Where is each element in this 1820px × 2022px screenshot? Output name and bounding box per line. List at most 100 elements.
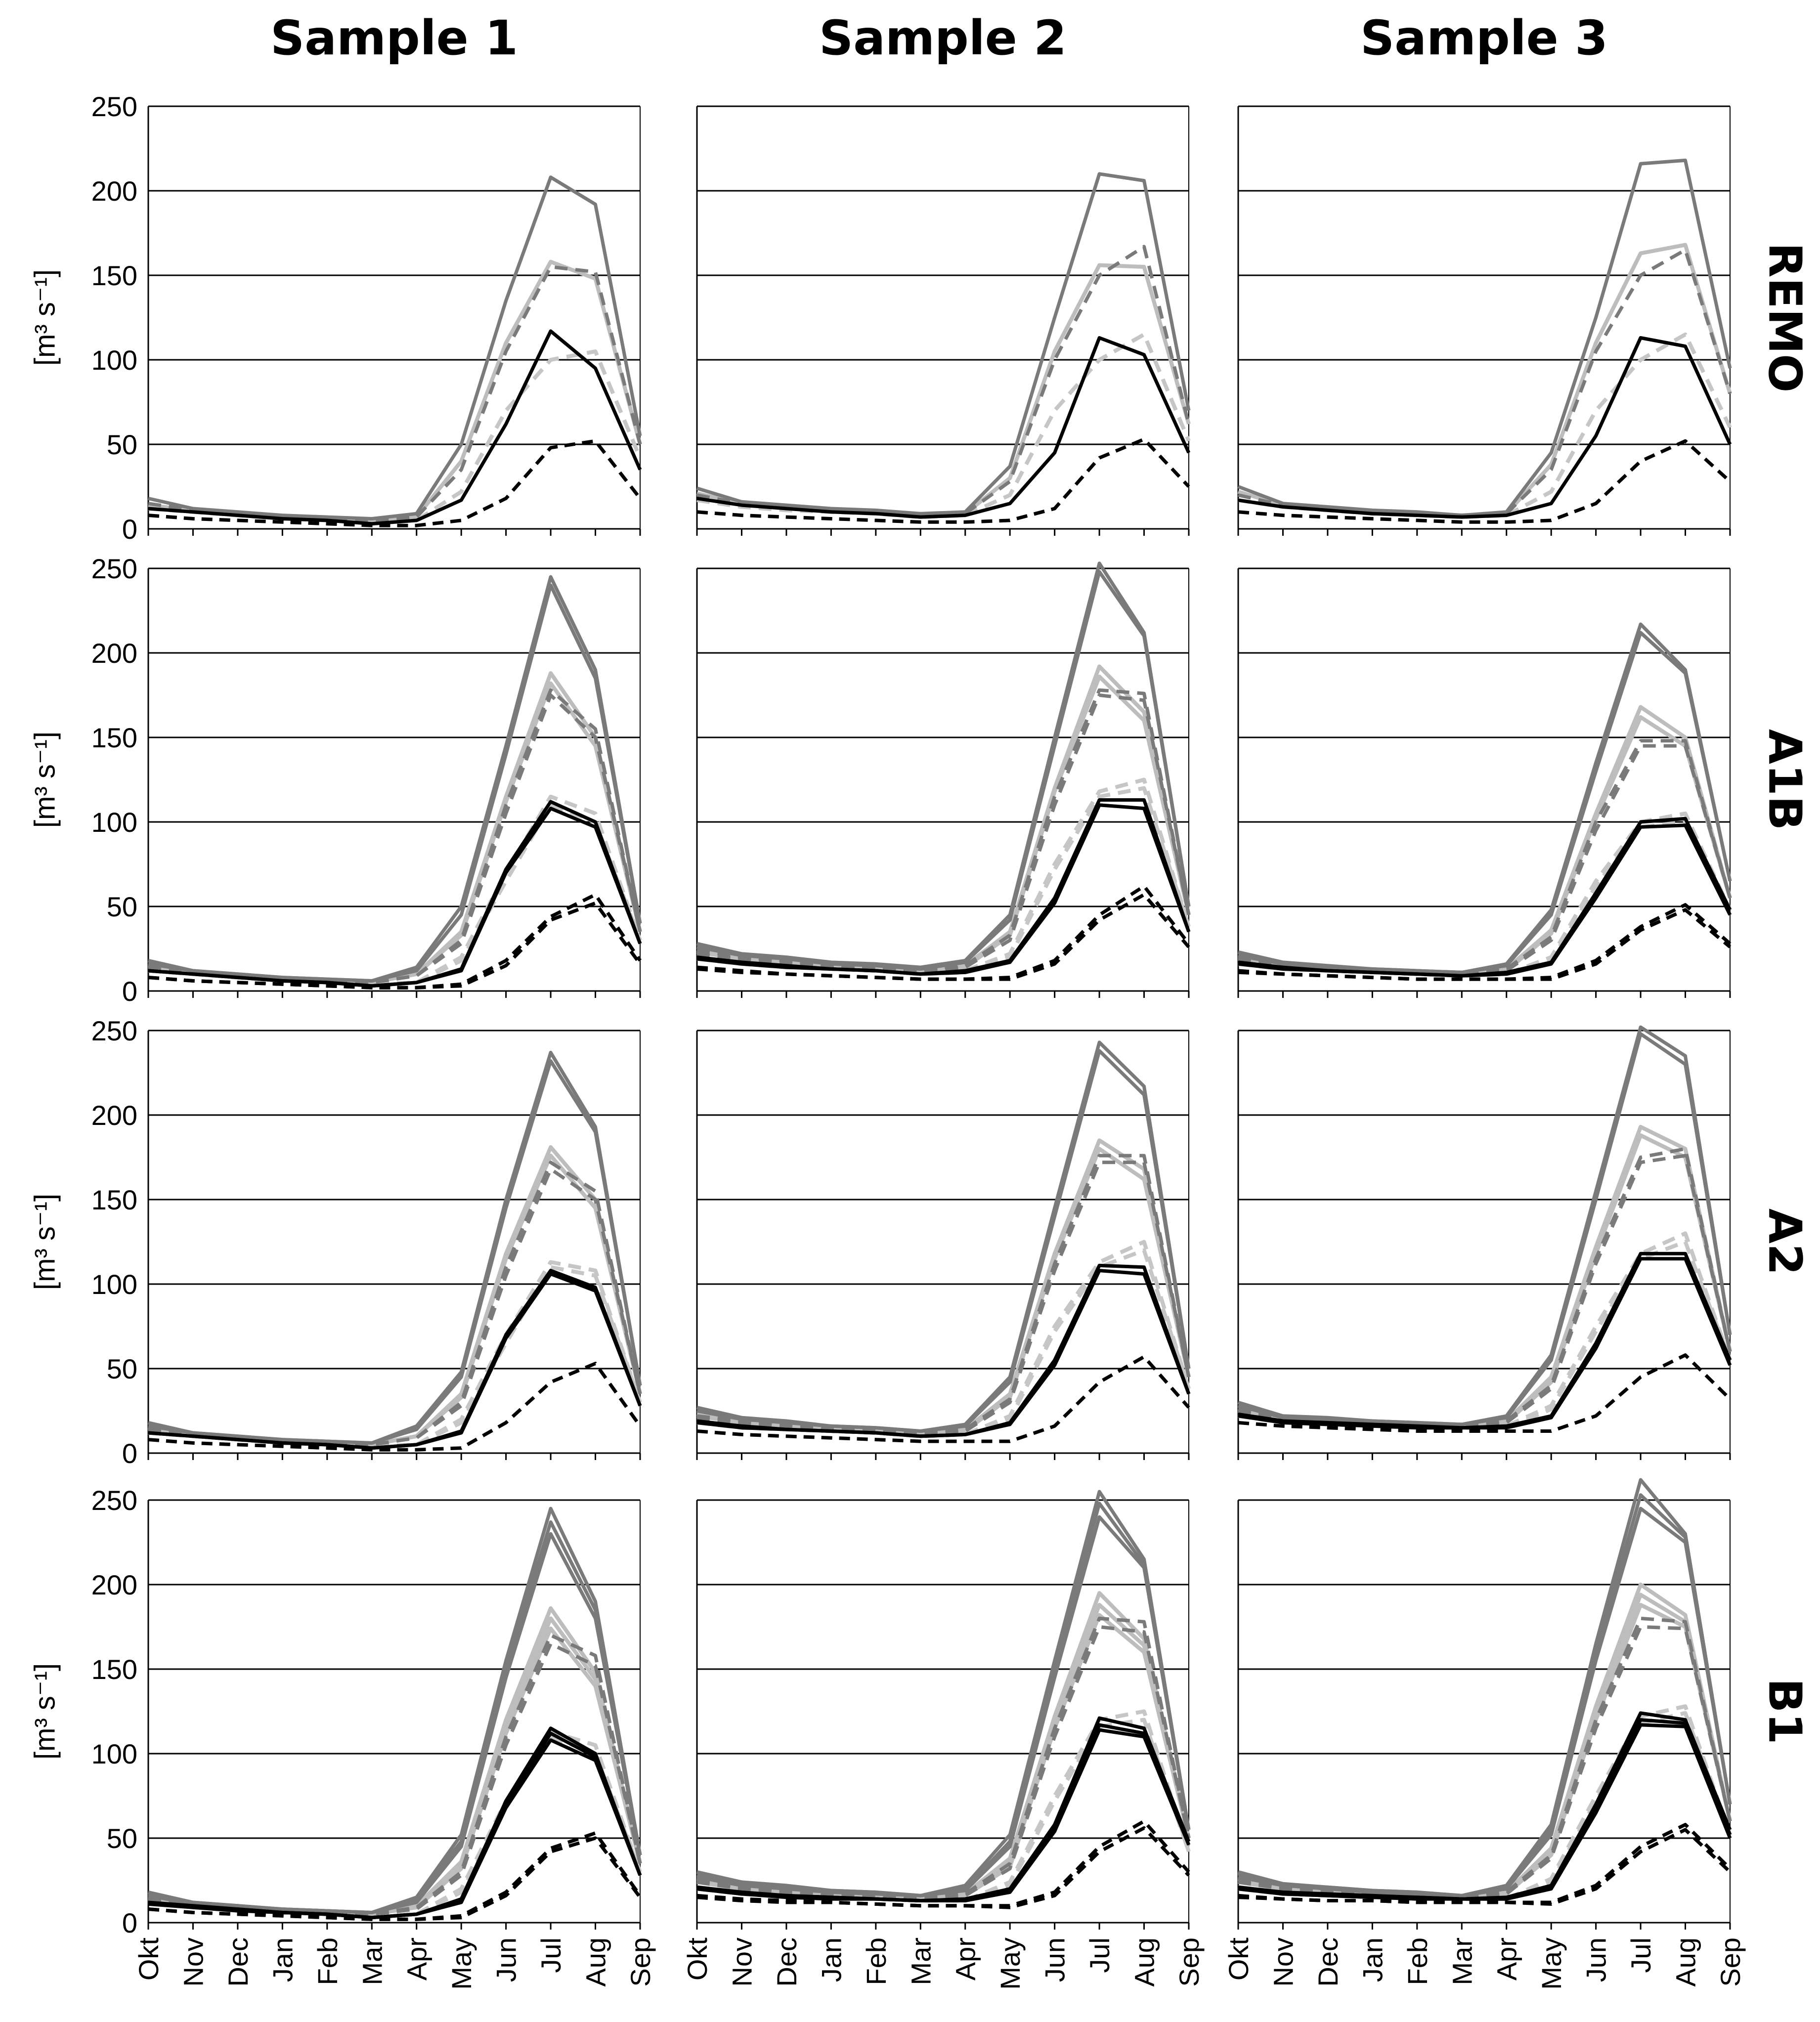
series-line-mid [696, 263, 1191, 517]
series-line-mid [696, 1603, 1191, 1899]
x-tick-label: Aug [1129, 1937, 1160, 1987]
y-tick-label: 250 [91, 553, 137, 584]
series-line-upper-dashed [148, 1167, 642, 1447]
series-line-median [1238, 1723, 1732, 1901]
series-line-median [148, 1272, 642, 1450]
series-line-median [1238, 1257, 1732, 1430]
x-tick-label: Jan [267, 1937, 298, 1982]
y-axis-label: [m³ s⁻¹] [29, 1194, 61, 1290]
y-tick-label: 100 [91, 344, 137, 376]
series-line-mid [1238, 1583, 1732, 1899]
series-line-median [1238, 336, 1732, 519]
x-tick-label: Jun [1040, 1937, 1071, 1982]
panel-a2-sample-1: 0 50 100 150 200 250 [m³ s⁻¹] [29, 1015, 642, 1469]
series-line-upper [1238, 1032, 1732, 1426]
panel-remo-sample-3 [1237, 105, 1732, 536]
series-line-upper-dashed [148, 265, 642, 522]
series-line-median [148, 1738, 642, 1920]
series-line-mid [1238, 715, 1732, 976]
x-tick-label: Feb [312, 1937, 343, 1985]
x-tick-label: Aug [1670, 1937, 1701, 1987]
series-line-mid-dashed [696, 1709, 1191, 1903]
series-line-mid [1238, 705, 1732, 976]
y-tick-label: 150 [91, 1654, 137, 1685]
panel-a1b-sample-3 [1237, 567, 1732, 998]
y-tick-label: 200 [91, 638, 137, 669]
y-tick-label: 250 [91, 91, 137, 122]
series-line-mid [148, 1145, 642, 1447]
y-tick-label: 0 [122, 1438, 137, 1469]
column-title-1: Sample 1 [270, 10, 518, 66]
series-line-upper-dashed [1238, 739, 1732, 976]
y-axis-label: [m³ s⁻¹] [29, 269, 61, 366]
series-line-upper [696, 1049, 1191, 1433]
y-tick-label: 100 [91, 1738, 137, 1769]
series-line-upper [696, 1502, 1191, 1897]
series-line-upper [148, 1520, 642, 1914]
series-line-lower-dashed [696, 1355, 1190, 1443]
series-line-upper [696, 1040, 1191, 1433]
series-line-upper-dashed [1238, 1616, 1732, 1899]
x-tick-label: Aug [580, 1937, 611, 1987]
y-tick-label: 200 [91, 175, 137, 207]
y-axis-label: [m³ s⁻¹] [29, 1663, 61, 1760]
series-line-mid [1238, 1124, 1732, 1428]
series-line-median [148, 807, 642, 988]
x-tick-label: Jan [816, 1937, 847, 1982]
series-line-lower-dashed [696, 1819, 1190, 1908]
series-line-median [696, 798, 1191, 976]
row-title-a1b: A1B [1759, 729, 1812, 830]
series-line-mid-dashed [148, 1265, 642, 1449]
x-tick-label: Dec [771, 1937, 802, 1987]
series-line-upper [148, 1506, 642, 1914]
x-tick-label: Dec [222, 1937, 254, 1987]
series-line-mid-dashed [696, 1718, 1191, 1903]
series-line-upper-dashed [148, 1642, 642, 1916]
series-line-upper [1238, 1506, 1732, 1897]
series-line-upper-dashed [148, 1634, 642, 1916]
panel-remo-sample-1: 0 50 100 150 200 250 [m³ s⁻¹] [29, 91, 642, 545]
x-tick-label: Jul [1084, 1937, 1115, 1973]
y-tick-label: 150 [91, 260, 137, 291]
series-line-mid [696, 664, 1191, 973]
series-line-median [1238, 1251, 1732, 1430]
series-line-lower-dashed [1238, 1353, 1732, 1433]
series-line-lower-dashed [148, 893, 642, 989]
series-line-mid-dashed [1238, 332, 1732, 519]
series-line-mid [1238, 1603, 1732, 1899]
series-line-upper [696, 172, 1191, 516]
y-tick-label: 50 [107, 1353, 137, 1384]
y-tick-label: 0 [122, 1907, 137, 1938]
series-line-median [696, 803, 1191, 976]
series-line-upper [148, 575, 642, 983]
x-tick-label: Okt [133, 1937, 164, 1981]
panel-a2-sample-2 [696, 1030, 1191, 1460]
series-line-mid [1238, 1592, 1732, 1899]
column-title-3: Sample 3 [1360, 10, 1608, 66]
y-tick-label: 50 [107, 891, 137, 922]
series-line-upper [1238, 1478, 1732, 1897]
x-tick-label: Okt [1223, 1937, 1254, 1981]
series-line-median [148, 1731, 642, 1920]
series-line-upper [1238, 631, 1732, 974]
series-line-lower-dashed [148, 1362, 642, 1452]
series-line-mid-dashed [696, 777, 1191, 976]
series-line-median [148, 1726, 642, 1920]
series-line-upper-dashed [148, 688, 642, 985]
column-title-2: Sample 2 [819, 10, 1067, 66]
series-line-lower-dashed [696, 884, 1190, 981]
x-tick-label: Nov [177, 1937, 209, 1987]
panel-b1-sample-3: Okt Nov Dec Jan Feb Mar Apr May Jun Jul Aug Sep [1223, 1478, 1746, 1990]
series-line-mid [148, 671, 642, 985]
x-tick-label: Apr [950, 1937, 981, 1980]
series-line-upper-dashed [696, 1625, 1191, 1899]
series-line-upper [148, 1051, 642, 1445]
series-line-lower-dashed [148, 1831, 642, 1921]
x-tick-label: Mar [1446, 1937, 1477, 1985]
row-title-b1: B1 [1759, 1678, 1812, 1744]
series-line-median [1238, 823, 1732, 978]
x-tick-label: Jun [491, 1937, 522, 1982]
series-line-mid-dashed [1238, 1711, 1732, 1901]
series-line-median [696, 1723, 1191, 1902]
